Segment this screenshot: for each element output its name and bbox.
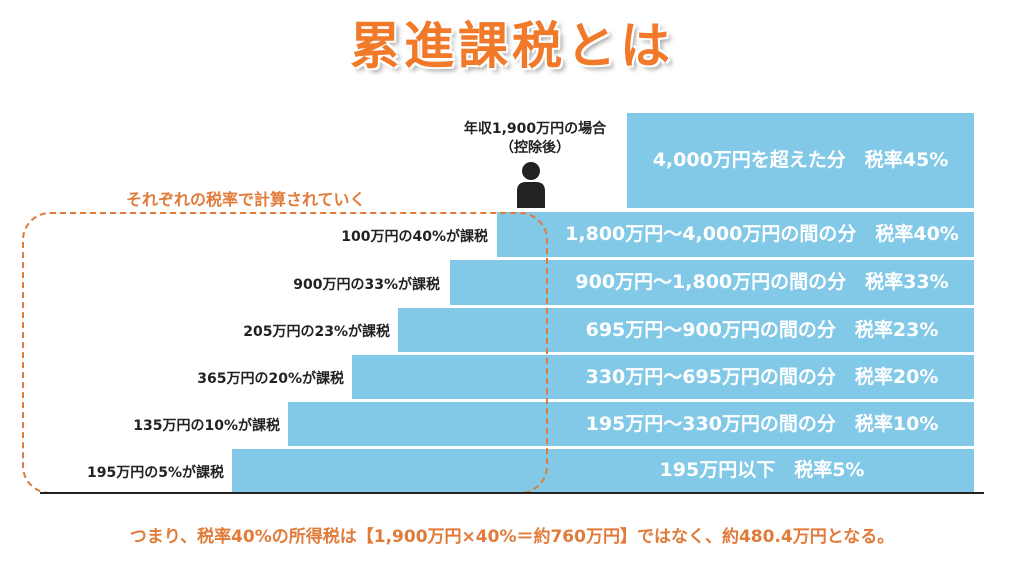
taxed-step-label-33: 900万円の33%が課税 bbox=[293, 277, 440, 293]
bracket-label-20: 330万円～695万円の間の分 税率20% bbox=[585, 366, 939, 388]
taxed-step-label-23: 205万円の23%が課税 bbox=[243, 324, 390, 340]
person-caption-line1: 年収1,900万円の場合 bbox=[463, 121, 607, 137]
taxed-step-label-20: 365万円の20%が課税 bbox=[197, 371, 344, 387]
taxed-step-label-5: 195万円の5%が課税 bbox=[87, 465, 224, 481]
bracket-label-33: 900万円～1,800万円の間の分 税率33% bbox=[575, 271, 949, 293]
step-bar-23 bbox=[398, 308, 974, 352]
bracket-label-23: 695万円～900万円の間の分 税率23% bbox=[585, 319, 939, 341]
bracket-bar-45 bbox=[627, 113, 974, 208]
taxed-steps-group-outline bbox=[22, 212, 548, 494]
step-bar-5 bbox=[232, 449, 974, 492]
taxed-step-label-40: 100万円の40%が課税 bbox=[341, 229, 488, 245]
person-caption-line2: （控除後） bbox=[500, 140, 570, 156]
person-caption: 年収1,900万円の場合 （控除後） bbox=[440, 120, 630, 158]
page-title: 累進課税とは bbox=[350, 17, 674, 75]
step-bar-40 bbox=[497, 212, 974, 257]
taxed-step-label-10: 135万円の10%が課税 bbox=[133, 418, 280, 434]
baseline bbox=[40, 492, 984, 494]
bracket-label-40: 1,800万円～4,000万円の間の分 税率40% bbox=[565, 223, 959, 245]
person-icon bbox=[517, 162, 545, 208]
bracket-label-10: 195万円～330万円の間の分 税率10% bbox=[585, 413, 939, 435]
step-bar-20 bbox=[352, 355, 974, 399]
dashed-group-label: それぞれの税率で計算されていく bbox=[122, 186, 370, 210]
bracket-label-5: 195万円以下 税率5% bbox=[659, 459, 865, 481]
step-bar-10 bbox=[288, 402, 974, 446]
bracket-label-45: 4,000万円を超えた分 税率45% bbox=[652, 149, 949, 171]
footer-summary: つまり、税率40%の所得税は【1,900万円×40%＝約760万円】ではなく、約… bbox=[129, 527, 895, 547]
step-bar-33 bbox=[450, 260, 974, 305]
